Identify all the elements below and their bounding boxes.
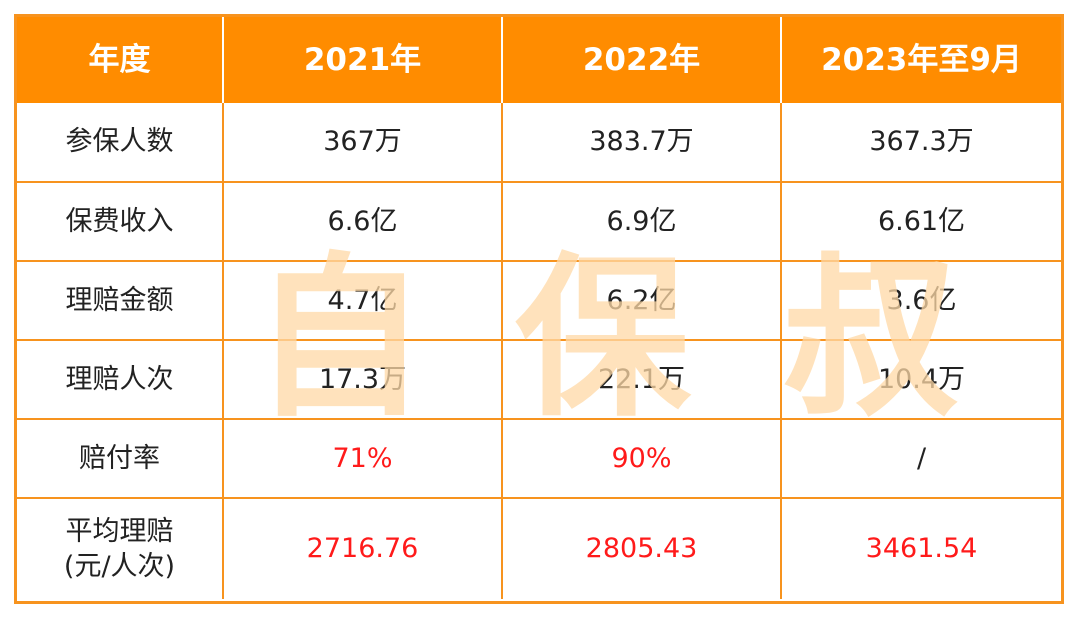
table-cell: 10.4万 [782, 341, 1061, 420]
table-cell: 367.3万 [782, 103, 1061, 183]
table-cell: 4.7亿 [224, 262, 503, 341]
header-2021: 2021年 [224, 17, 503, 103]
header-2023: 2023年至9月 [782, 17, 1061, 103]
table-cell: 6.9亿 [503, 183, 782, 262]
table-cell: / [782, 420, 1061, 499]
table-cell: 90% [503, 420, 782, 499]
row-label-payout-ratio: 赔付率 [17, 420, 224, 499]
table-cell: 2716.76 [224, 499, 503, 599]
insurance-data-table: 年度 2021年 2022年 2023年至9月 参保人数 367万 383.7万… [14, 14, 1064, 604]
table-cell: 6.6亿 [224, 183, 503, 262]
table-cell: 383.7万 [503, 103, 782, 183]
row-label-avg-claim-line1: 平均理赔 [65, 515, 174, 547]
table-cell: 22.1万 [503, 341, 782, 420]
row-label-avg-claim: 平均理赔 (元/人次) [17, 499, 224, 599]
table-cell: 17.3万 [224, 341, 503, 420]
table-cell: 3461.54 [865, 533, 978, 565]
row-label-claim-count: 理赔人次 [17, 341, 224, 420]
row-label-avg-claim-line2: (元/人次) [63, 551, 176, 582]
table-cell: 6.2亿 [503, 262, 782, 341]
table-cell: 71% [224, 420, 503, 499]
row-label-claim-amount: 理赔金额 [17, 262, 224, 341]
table-cell: 6.61亿 [782, 183, 1061, 262]
table-cell: 3.6亿 [782, 262, 1061, 341]
table-cell: 2805.43 [503, 499, 782, 599]
table-cell: 367万 [224, 103, 503, 183]
header-year: 年度 [17, 17, 224, 103]
row-label-insured: 参保人数 [17, 103, 224, 183]
row-label-premium: 保费收入 [17, 183, 224, 262]
header-2022: 2022年 [503, 17, 782, 103]
